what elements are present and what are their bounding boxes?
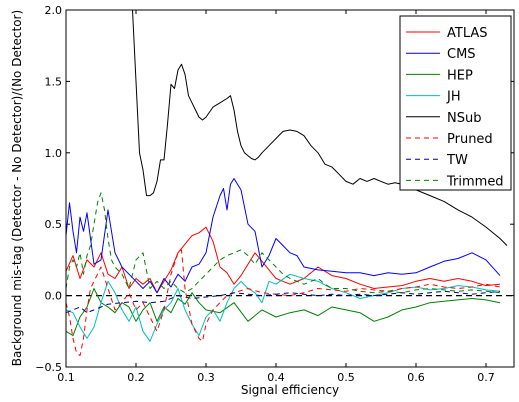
x-tick-label: 0.5 — [337, 371, 355, 384]
y-tick-label: 0.0 — [45, 290, 63, 303]
x-tick-label: 0.3 — [197, 371, 215, 384]
legend-label-cms: CMS — [447, 47, 476, 62]
x-tick-label: 0.7 — [477, 371, 495, 384]
y-axis-label: Background mis-tag (Detector - No Detect… — [10, 10, 24, 366]
y-tick-label: 2.0 — [45, 4, 63, 17]
legend-label-atlas: ATLAS — [447, 26, 488, 41]
legend-label-jh: JH — [446, 90, 461, 105]
x-tick-label: 0.6 — [407, 371, 425, 384]
legend-label-hep: HEP — [447, 68, 473, 83]
y-tick-label: −0.5 — [35, 361, 62, 374]
legend-label-trimmed: Trimmed — [446, 174, 504, 189]
legend-label-nsub: NSub — [447, 111, 481, 126]
legend-label-tw: TW — [446, 153, 468, 168]
x-axis-label: Signal efficiency — [241, 383, 339, 397]
y-tick-label: 1.5 — [45, 75, 63, 88]
y-tick-label: 1.0 — [45, 147, 63, 160]
legend: ATLAS CMS HEP JH NSub Pruned TW Trimmed — [400, 16, 511, 190]
legend-label-pruned: Pruned — [447, 132, 493, 147]
x-tick-label: 0.2 — [127, 371, 145, 384]
y-tick-label: 0.5 — [45, 218, 63, 231]
